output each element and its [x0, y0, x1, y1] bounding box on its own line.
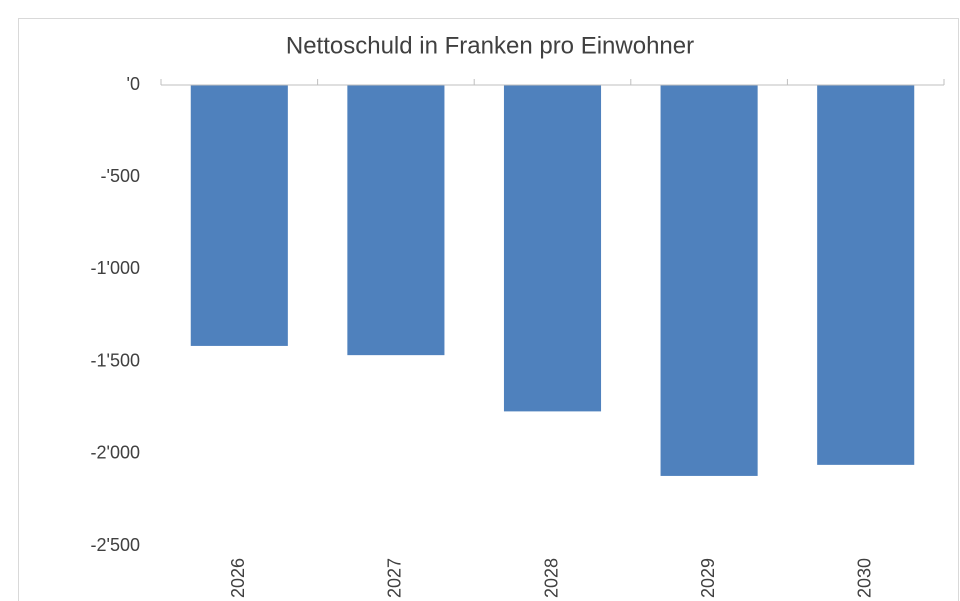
y-tick-label: '0 [127, 74, 140, 94]
bar [503, 85, 602, 412]
chart-frame [18, 18, 959, 601]
x-tick-label: 2029 [698, 558, 718, 598]
bar [347, 85, 445, 356]
x-tick-label: 2027 [385, 558, 405, 598]
bar [660, 85, 758, 476]
bar [817, 85, 915, 465]
chart-title: Nettoschuld in Franken pro Einwohner [286, 32, 694, 59]
x-tick-label: 2030 [854, 558, 874, 598]
x-tick-label: 2028 [541, 558, 561, 598]
bar [190, 85, 288, 346]
y-tick-label: -'500 [101, 166, 140, 186]
y-tick-label: -1'500 [91, 350, 140, 370]
y-tick-label: -1'000 [91, 258, 140, 278]
y-tick-label: -2'500 [91, 535, 140, 555]
y-tick-label: -2'000 [91, 443, 140, 463]
x-tick-label: 2026 [228, 558, 248, 598]
